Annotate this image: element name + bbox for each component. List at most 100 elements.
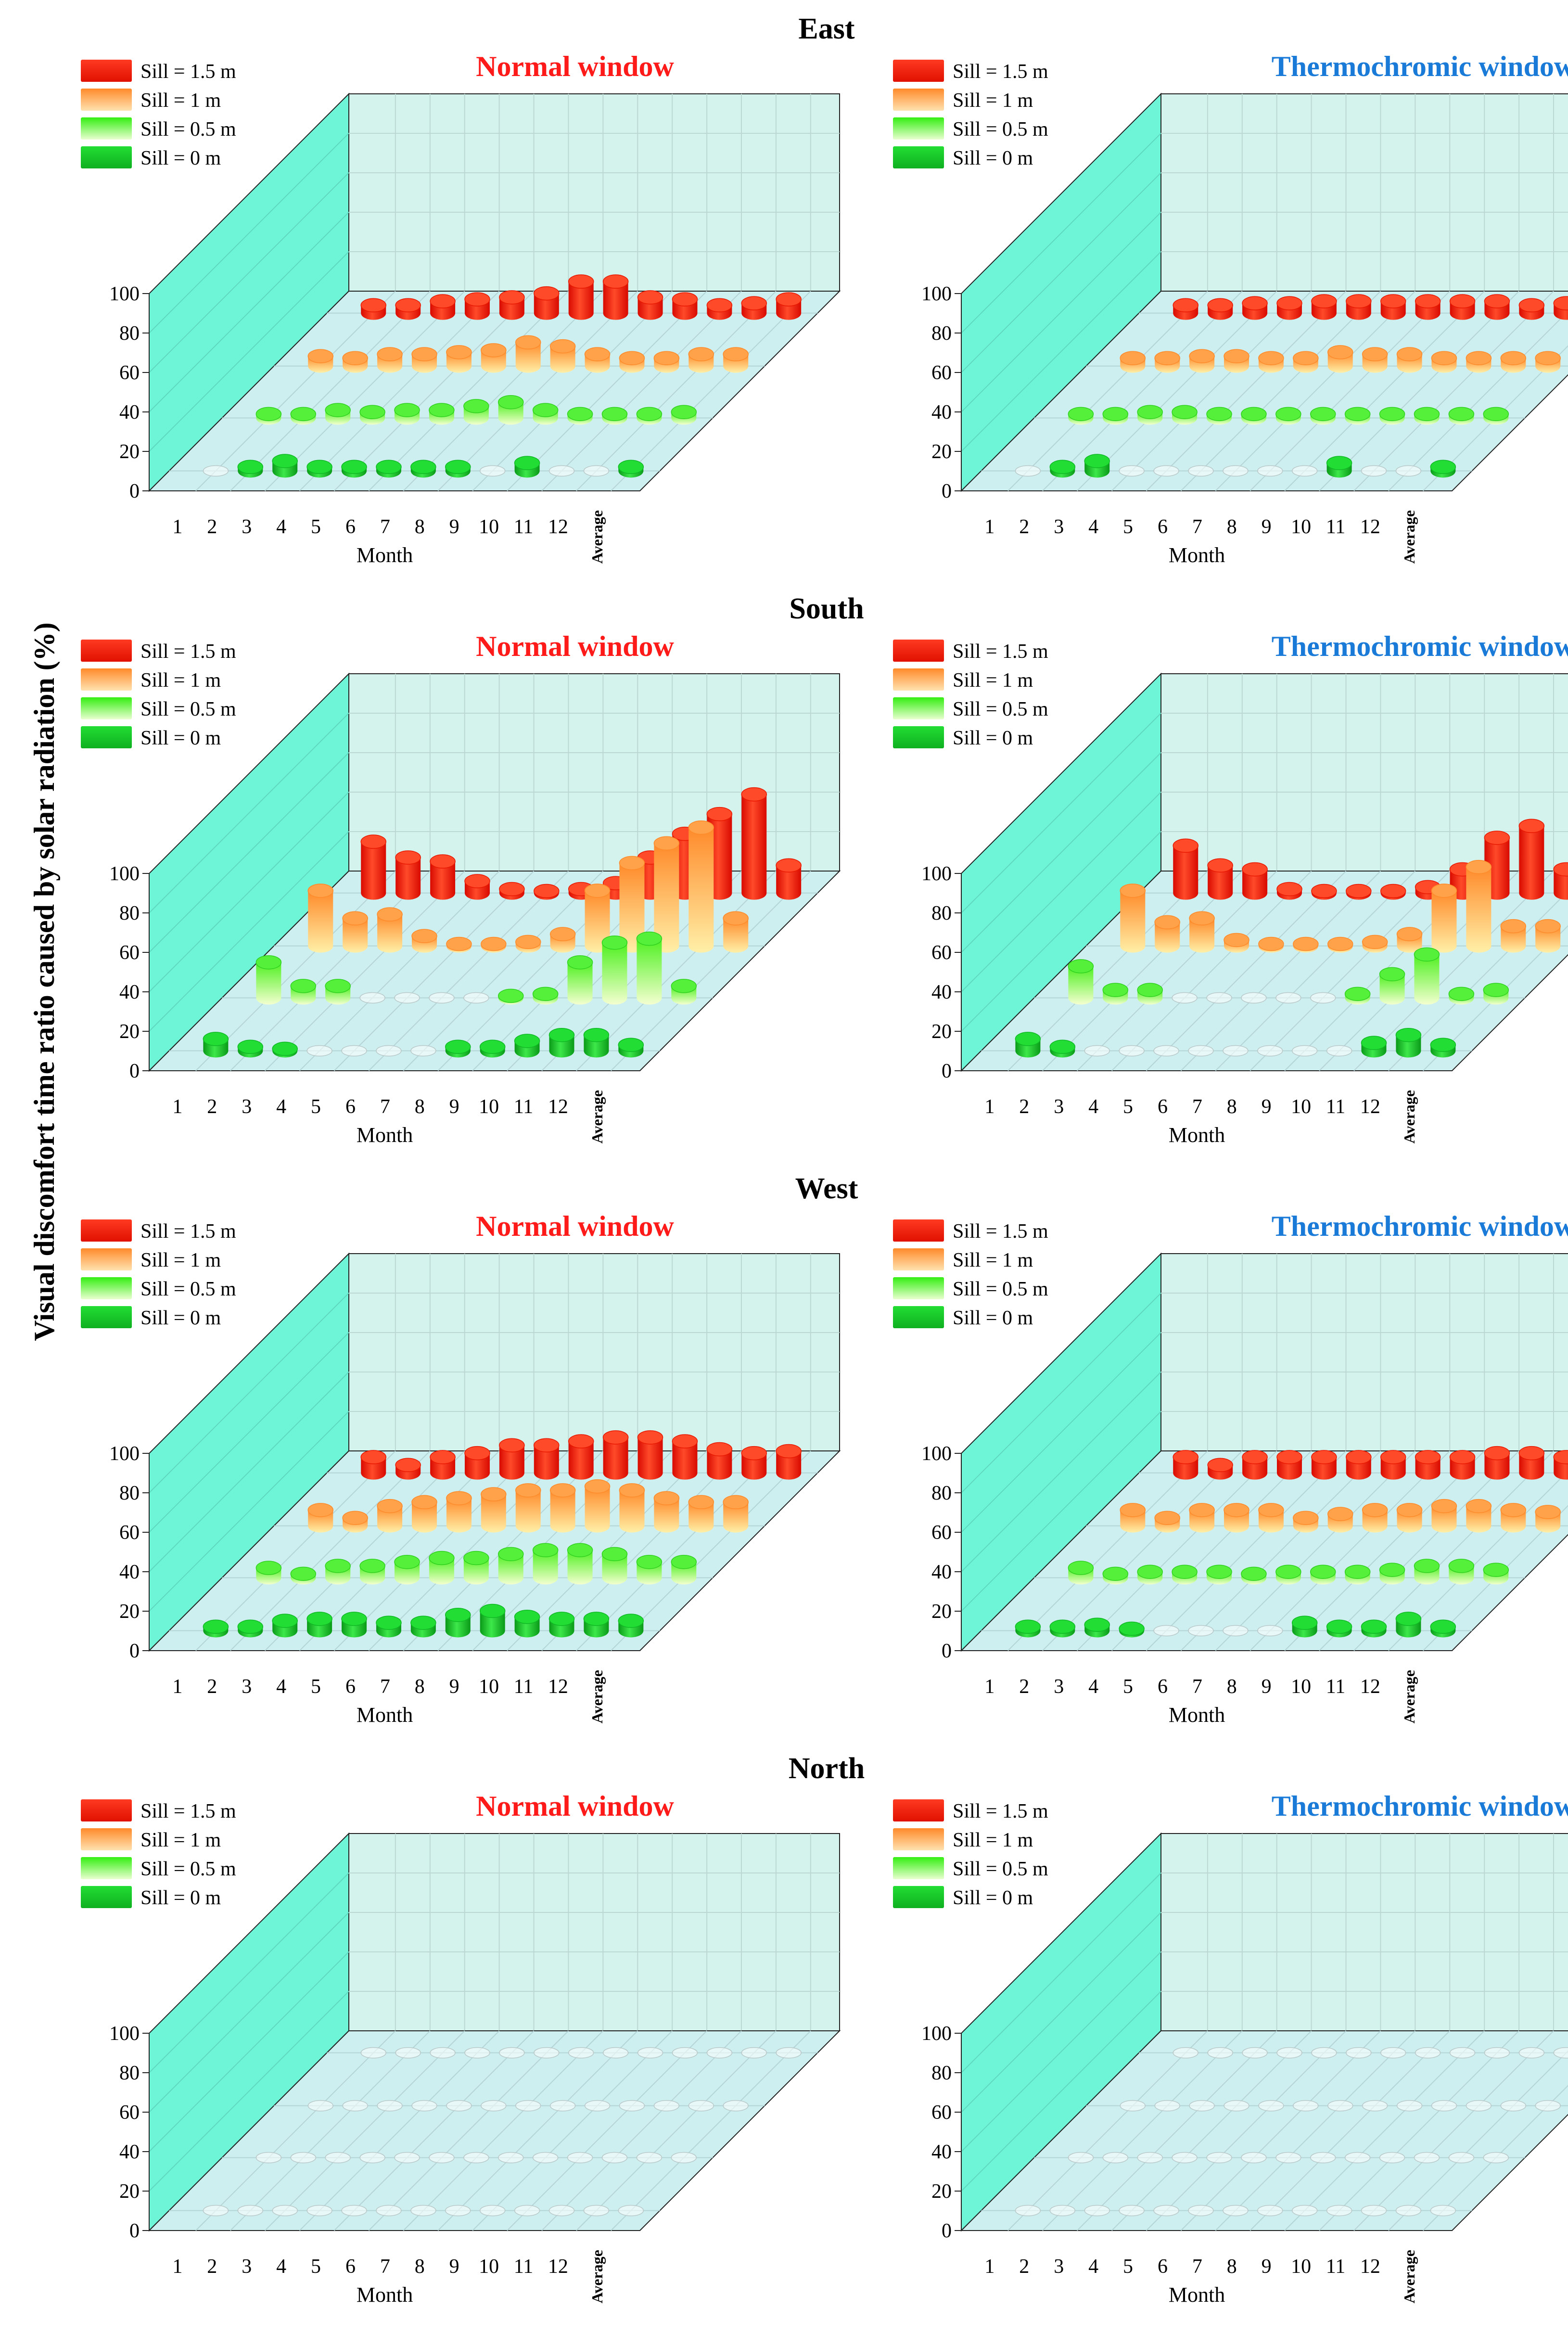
y-tick-label: 0 — [942, 1640, 952, 1662]
bar-sill-0-5-m-5 — [394, 2152, 420, 2164]
bar-sill-1-m-6 — [1293, 351, 1319, 373]
x-tick-label: 4 — [1088, 2256, 1098, 2278]
y-tick-label: 40 — [931, 401, 952, 423]
bar-sill-1-5-m-12 — [741, 2047, 767, 2059]
bar-sill-0-5-m-average — [1483, 2152, 1509, 2164]
x-tick-label: 11 — [514, 2256, 533, 2278]
bar-sill-0-5-m-5 — [1206, 2152, 1232, 2164]
bar-sill-0-m-4 — [1119, 2205, 1145, 2217]
x-tick-label: 3 — [1054, 1096, 1064, 1118]
series-sill-0-m — [203, 1603, 644, 1638]
left-wall-grid — [961, 1872, 1161, 2192]
bar-sill-1-5-m-12 — [1553, 1450, 1568, 1480]
x-tick-label: 1 — [984, 1676, 994, 1698]
back-wall-grid — [349, 1834, 840, 2031]
legend-item-sill-0-m: Sill = 0 m — [81, 1306, 221, 1329]
bar-sill-1-5-m-1 — [360, 2047, 386, 2059]
bar-sill-0-m-9 — [1291, 2205, 1318, 2217]
x-tick-label: 4 — [276, 1096, 286, 1118]
legend-label: Sill = 1 m — [953, 90, 1033, 112]
bar-sill-0-5-m-10 — [1379, 967, 1405, 1005]
bar-sill-0-m-11 — [1361, 1619, 1387, 1638]
bar-sill-0-m-9 — [1291, 1045, 1318, 1057]
bar-sill-1-m-4 — [411, 929, 437, 953]
bar-sill-0-m-12 — [583, 2205, 610, 2217]
y-tick-label: 20 — [119, 441, 140, 463]
legend-item-sill-0-m: Sill = 0 m — [81, 726, 221, 749]
left-wall-grid — [149, 1293, 349, 1612]
y-tick-label: 20 — [119, 1021, 140, 1043]
x-tick-label: 11 — [1326, 2256, 1345, 2278]
bar-sill-0-m-1 — [203, 465, 229, 477]
x-tick-label: 9 — [449, 1676, 459, 1698]
bar-sill-1-m-average — [1535, 351, 1561, 373]
bar-sill-1-5-m-12 — [741, 296, 767, 320]
bar-sill-0-m-6 — [376, 2205, 402, 2217]
y-tick-label: 60 — [931, 362, 952, 384]
bar-sill-0-5-m-9 — [1344, 2152, 1371, 2164]
x-tick-label: 1 — [172, 1096, 182, 1118]
series-sill-1-5-m — [360, 2047, 802, 2059]
series-sill-0-5-m — [1068, 947, 1509, 1005]
bar-sill-1-m-11 — [1466, 1499, 1492, 1533]
bar-sill-0-m-8 — [1257, 2205, 1283, 2217]
bar-sill-1-5-m-6 — [534, 884, 560, 900]
bar-sill-1-5-m-3 — [430, 854, 456, 900]
bar-sill-1-m-3 — [1189, 349, 1215, 373]
bar-sill-1-m-1 — [1120, 884, 1146, 953]
bar-sill-1-m-11 — [653, 836, 680, 953]
bar-sill-1-m-5 — [446, 345, 472, 373]
bar-sill-0-m-10 — [514, 2205, 540, 2217]
bar-sill-0-5-m-3 — [1137, 2152, 1163, 2164]
bar-sill-0-5-m-12 — [1448, 407, 1475, 425]
bars-west-normal — [203, 1430, 802, 1638]
bar-sill-1-5-m-10 — [672, 1434, 698, 1480]
bar-sill-0-m-12 — [1395, 465, 1422, 477]
bar-sill-0-m-11 — [548, 465, 575, 477]
legend-item-sill-1-m: Sill = 1 m — [893, 668, 1033, 692]
bar-sill-0-5-m-2 — [1102, 407, 1129, 425]
bar-sill-0-5-m-9 — [532, 987, 559, 1005]
bar-sill-1-m-2 — [342, 351, 368, 373]
bar-sill-1-5-m-1 — [1173, 2047, 1198, 2059]
legend-item-sill-0-m: Sill = 0 m — [893, 1306, 1033, 1329]
legend-swatch — [893, 1828, 944, 1850]
x-tick-label: 7 — [1192, 1096, 1202, 1118]
legend-swatch — [893, 726, 944, 748]
bar-sill-1-5-m-3 — [1242, 862, 1268, 900]
bar-sill-0-5-m-2 — [1102, 2152, 1129, 2164]
panel-title-thermochromic-window: Thermochromic window — [1272, 1210, 1568, 1242]
bar-sill-0-m-7 — [1223, 1625, 1249, 1637]
bar-sill-1-m-9 — [584, 884, 611, 953]
y-tick-label: 80 — [931, 2062, 952, 2084]
y-tick-label: 0 — [129, 2220, 140, 2242]
bar-sill-1-m-5 — [1258, 351, 1284, 373]
bar-sill-0-5-m-average — [671, 2152, 697, 2164]
bar-sill-0-m-8 — [445, 460, 471, 478]
y-tick-label: 100 — [109, 1443, 140, 1465]
back-wall-grid — [349, 1254, 840, 1451]
legend-label: Sill = 1.5 m — [953, 61, 1048, 83]
bar-sill-0-5-m-7 — [463, 399, 489, 425]
bar-sill-0-m-average — [1430, 1619, 1456, 1638]
bar-sill-1-5-m-1 — [360, 834, 386, 900]
bar-sill-0-m-5 — [1153, 1045, 1179, 1057]
y-axis: 0 20 40 60 80 100 — [921, 283, 962, 502]
legend-swatch — [893, 89, 944, 111]
bar-sill-0-5-m-5 — [1206, 1565, 1232, 1585]
y-tick-label: 60 — [119, 942, 140, 964]
y-axis: 0 20 40 60 80 100 — [921, 1443, 962, 1662]
bar-sill-0-5-m-7 — [463, 992, 489, 1004]
bar-sill-1-5-m-2 — [1207, 298, 1233, 320]
bar-sill-1-m-1 — [307, 1503, 334, 1533]
legend: Sill = 1.5 m Sill = 1 m Sill = 0.5 m Sill =… — [81, 1219, 236, 1329]
bar-sill-1-5-m-average — [776, 2047, 802, 2059]
bar-sill-1-5-m-average — [776, 292, 802, 320]
bar-sill-0-5-m-12 — [636, 407, 663, 425]
bar-sill-1-5-m-5 — [1311, 1450, 1337, 1480]
floor — [960, 2030, 1568, 2231]
x-tick-label-average: Average — [1401, 510, 1418, 564]
x-tick-label: 6 — [1158, 1096, 1168, 1118]
bar-sill-0-m-12 — [1395, 1027, 1422, 1058]
bar-sill-0-5-m-7 — [1275, 1565, 1301, 1585]
